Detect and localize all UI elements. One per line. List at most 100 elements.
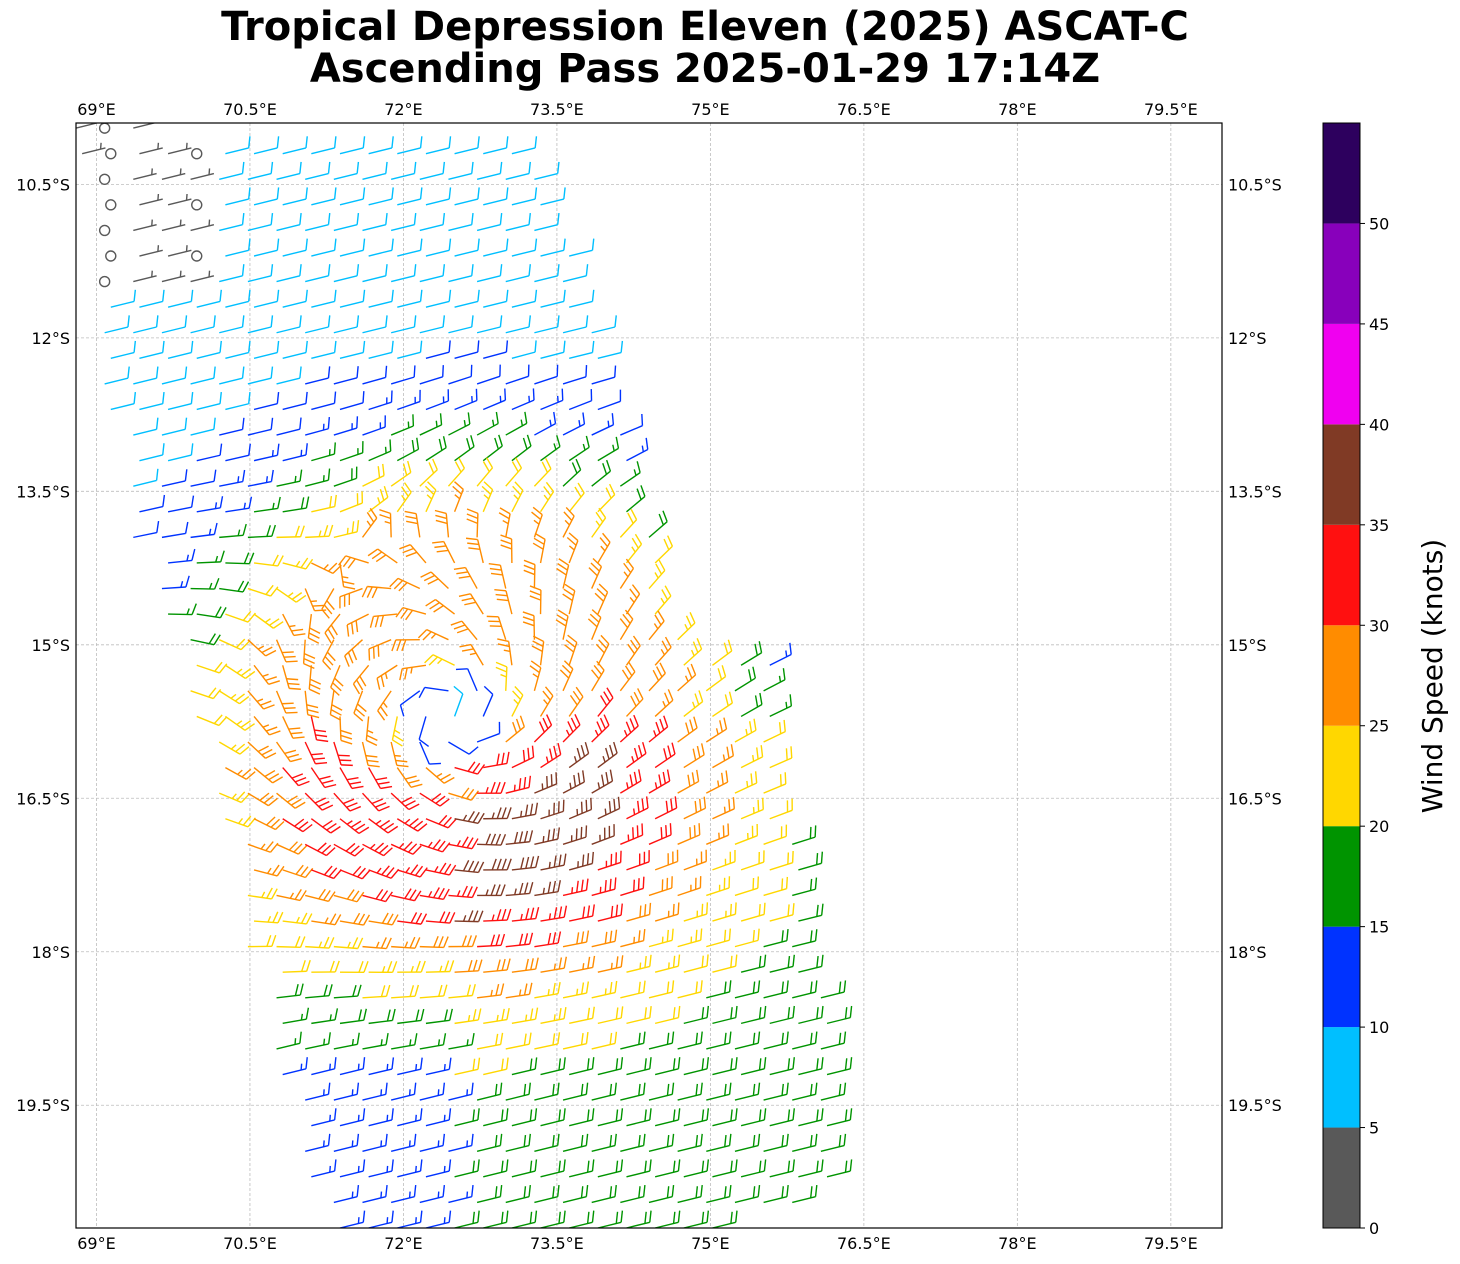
wind-barb [330, 664, 344, 696]
barb-feather [156, 520, 160, 533]
barb-staff [619, 568, 635, 589]
barb-feather [587, 1007, 591, 1020]
colorbar-segment [1323, 926, 1360, 1028]
wind-barb [225, 815, 256, 828]
wind-barb [648, 559, 666, 589]
barb-feather [287, 753, 299, 759]
barb-feather [477, 959, 483, 971]
barb-feather [532, 542, 544, 550]
barb-feather [351, 785, 364, 790]
barb-feather [523, 564, 536, 571]
wind-barb [368, 1159, 394, 1178]
barb-staff [425, 1019, 450, 1025]
lat-tick-label-right: 10.5°S [1228, 175, 1282, 194]
wind-barb [597, 955, 624, 973]
barb-feather [820, 851, 824, 864]
wind-barb [368, 1210, 394, 1228]
wind-barb [305, 264, 331, 283]
barb-feather [391, 136, 394, 149]
wind-barb [450, 620, 478, 641]
barb-staff [397, 249, 421, 257]
barb-staff [167, 198, 192, 206]
barb-feather [133, 392, 137, 404]
barb-feather [369, 507, 378, 519]
wind-barb [591, 365, 617, 385]
barb-feather [466, 788, 475, 800]
barb-staff [218, 690, 240, 705]
barb-staff [247, 535, 272, 539]
barb-feather [315, 762, 328, 765]
wind-barb [734, 876, 760, 897]
barb-staff [620, 940, 644, 948]
wind-barb [397, 289, 423, 308]
barb-feather [642, 876, 645, 889]
barb-staff [190, 428, 215, 436]
wind-barb [476, 1032, 504, 1050]
barb-feather [787, 955, 791, 968]
barb-half-feather [443, 1064, 446, 1071]
barb-feather [615, 1007, 619, 1020]
barb-feather [730, 1007, 733, 1019]
barb-feather [728, 1031, 732, 1044]
barb-half-feather [346, 820, 353, 825]
barb-feather [706, 1108, 710, 1121]
wind-barb [740, 1108, 767, 1127]
wind-barb [339, 865, 371, 880]
wind-barb [562, 825, 588, 845]
barb-staff [648, 1042, 673, 1050]
barb-half-feather [409, 1039, 412, 1046]
wind-barb [133, 219, 157, 232]
barb-feather [843, 1133, 847, 1146]
wind-barb [310, 716, 329, 743]
wind-barb [311, 391, 337, 411]
wind-barb [105, 199, 117, 211]
barb-feather [461, 885, 468, 897]
barb-feather [461, 648, 474, 652]
barb-feather [389, 577, 399, 588]
wind-barb [161, 270, 186, 283]
barb-feather [565, 506, 575, 517]
wind-barb [305, 1133, 331, 1152]
barb-staff [626, 752, 647, 769]
barb-feather [162, 494, 166, 507]
barb-feather [438, 814, 448, 825]
barb-half-feather [351, 1191, 354, 1198]
barb-half-feather [547, 989, 550, 996]
barb-feather [671, 1082, 675, 1095]
barb-staff [798, 1119, 822, 1127]
barb-half-feather [351, 1038, 355, 1046]
barb-half-feather [456, 840, 461, 847]
wind-barb [397, 340, 423, 360]
barb-feather [442, 212, 446, 225]
barb-staff [397, 198, 421, 206]
lat-tick-label-right: 13.5°S [1228, 482, 1282, 501]
barb-staff [253, 715, 270, 736]
barb-staff [769, 1119, 794, 1127]
barb-half-feather [437, 1039, 441, 1046]
barb-feather [299, 417, 302, 430]
wind-barb [798, 1005, 824, 1025]
barb-half-feather [660, 597, 665, 604]
barb-staff [133, 428, 157, 436]
barb-feather [546, 714, 553, 726]
barb-feather [213, 522, 218, 535]
wind-barb [362, 1133, 388, 1152]
barb-half-feather [237, 529, 241, 536]
barb-feather [404, 667, 408, 680]
wind-barb [769, 694, 793, 718]
barb-staff [511, 1221, 536, 1228]
barb-half-feather [386, 1063, 389, 1071]
barb-feather [241, 212, 245, 225]
wind-barb [683, 1108, 710, 1127]
barb-feather [495, 411, 499, 424]
barb-staff [568, 540, 579, 564]
barb-feather [400, 608, 409, 619]
barb-feather [424, 654, 434, 664]
barb-staff [476, 172, 501, 180]
wind-barb [225, 136, 251, 155]
barb-staff [620, 887, 644, 897]
wind-barb [333, 842, 365, 857]
barb-feather [557, 880, 561, 892]
wind-barb [534, 880, 561, 897]
barb-staff [648, 887, 673, 897]
